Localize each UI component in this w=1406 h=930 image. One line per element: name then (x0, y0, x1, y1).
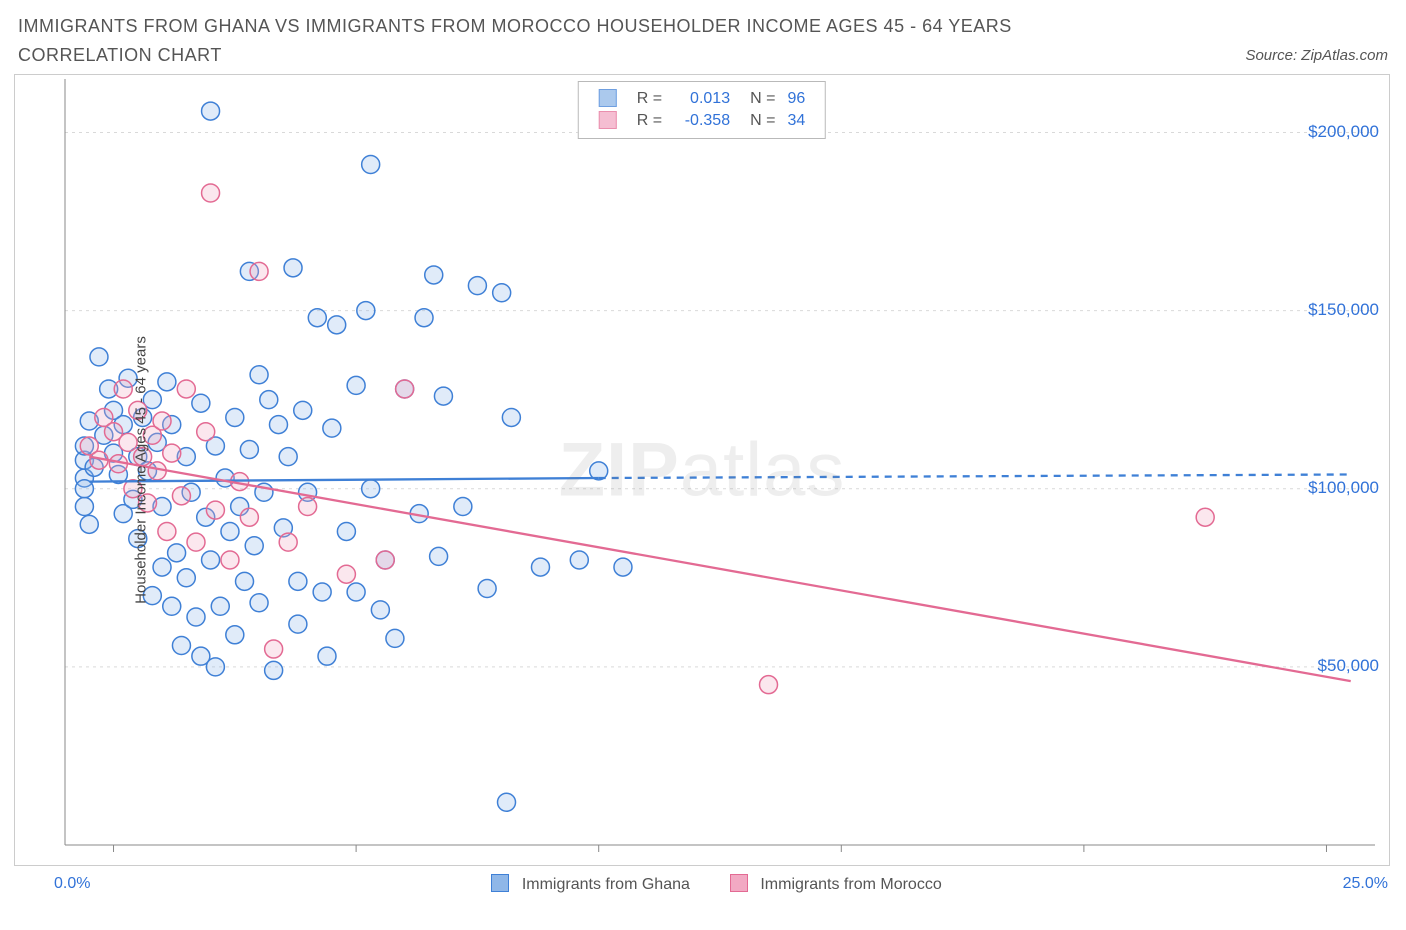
x-max-label: 25.0% (1343, 875, 1388, 893)
chart-title: IMMIGRANTS FROM GHANA VS IMMIGRANTS FROM… (18, 12, 1138, 70)
scatter-plot-svg (15, 75, 1389, 865)
series-legend: Immigrants from Ghana Immigrants from Mo… (491, 874, 941, 894)
x-min-label: 0.0% (54, 875, 90, 893)
source-label: Source: ZipAtlas.com (1245, 47, 1388, 70)
swatch-morocco (599, 111, 617, 129)
legend-item-ghana: Immigrants from Ghana (491, 874, 690, 894)
swatch-ghana-icon (491, 874, 509, 892)
legend-row-morocco: R = -0.358 N = 34 (593, 110, 811, 132)
legend-row-ghana: R = 0.013 N = 96 (593, 88, 811, 110)
swatch-ghana (599, 89, 617, 107)
legend-item-morocco: Immigrants from Morocco (730, 874, 942, 894)
y-axis-label: Householder Income Ages 45 - 64 years (132, 336, 149, 604)
x-axis-bar: 0.0% Immigrants from Ghana Immigrants fr… (0, 866, 1406, 894)
swatch-morocco-icon (730, 874, 748, 892)
correlation-legend: R = 0.013 N = 96 R = -0.358 N = 34 (578, 81, 826, 139)
chart-area: Householder Income Ages 45 - 64 years ZI… (14, 74, 1390, 866)
header: IMMIGRANTS FROM GHANA VS IMMIGRANTS FROM… (0, 0, 1406, 70)
